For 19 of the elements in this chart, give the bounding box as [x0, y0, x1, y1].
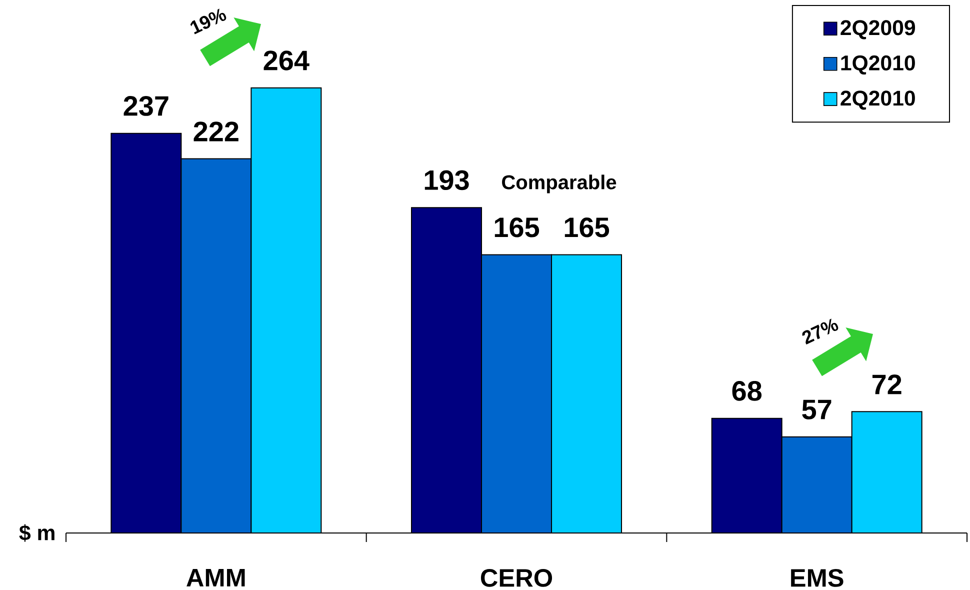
text: 19%	[190, 8, 226, 34]
x-tick-label: AMM	[186, 568, 245, 586]
legend-label: 2Q2010	[840, 90, 915, 110]
data-label: 72	[872, 374, 902, 394]
data-label: 57	[802, 400, 832, 420]
data-label: 165	[494, 217, 540, 238]
data-label: 193	[424, 170, 469, 190]
legend-label: 1Q2010	[841, 55, 915, 74]
data-label: 237	[124, 96, 168, 116]
data-label: 264	[264, 50, 310, 70]
x-tick-label: CERO	[480, 568, 552, 587]
data-label: 165	[564, 217, 610, 238]
data-label: 68	[732, 381, 762, 401]
data-label: 222	[194, 122, 238, 142]
x-tick-label: EMS	[791, 568, 844, 587]
annotation: 27%	[802, 318, 838, 344]
legend-label: 2Q2009	[840, 20, 916, 40]
annotation: Comparable	[502, 174, 616, 194]
y-axis-title: $ m	[19, 524, 54, 542]
